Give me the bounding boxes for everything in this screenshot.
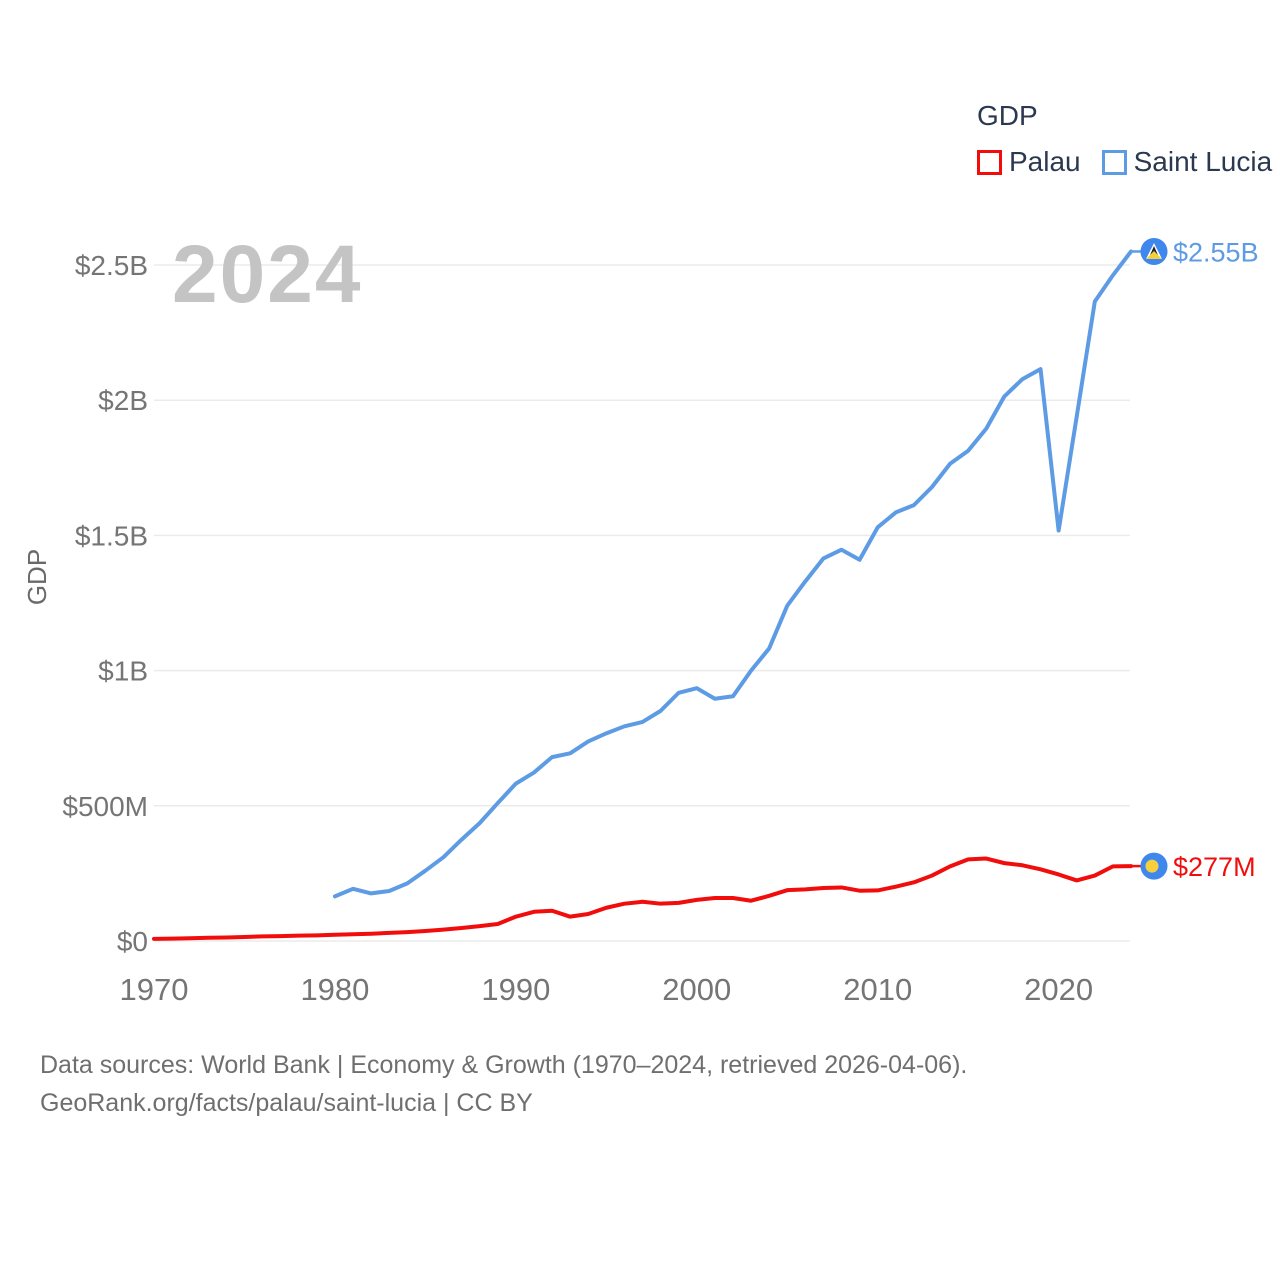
series-end-labels: $277M $2.55B [1173,237,1259,882]
footer-attribution: GeoRank.org/facts/palau/saint-lucia | CC… [40,1089,533,1117]
saint-lucia-flag-triangle-yellow [1146,250,1162,259]
x-tick-label: 1970 [120,972,189,1007]
y-tick-label: $0 [117,926,148,957]
y-tick-label: $1.5B [75,520,148,551]
series-end-markers [1140,237,1168,880]
x-axis-tick-labels: 1970 1980 1990 2000 2010 2020 [120,972,1094,1007]
saint-lucia-flag-marker[interactable] [1140,237,1168,265]
palau-flag-marker[interactable] [1140,852,1168,880]
line-palau[interactable] [152,856,1133,941]
legend-swatch-palau [977,149,1002,175]
palau-flag-moon [1145,859,1159,873]
x-tick-label: 2000 [662,972,731,1007]
y-axis-title: GDP [22,549,52,605]
legend-item-saint-lucia[interactable]: Saint Lucia [1101,146,1273,178]
footer: Data sources: World Bank | Economy & Gro… [40,1046,967,1122]
legend-swatch-saint-lucia [1101,149,1127,175]
y-tick-label: $2B [98,385,148,416]
y-tick-label: $2.5B [75,250,148,281]
y-axis-tick-labels: $0 $500M $1B $1.5B $2B $2.5B [62,250,148,957]
legend-items: Palau Saint Lucia [977,146,1272,178]
end-label-palau: $277M [1173,852,1256,882]
legend-label-saint-lucia: Saint Lucia [1133,146,1273,177]
legend-title: GDP [977,100,1038,131]
legend: GDP Palau Saint Lucia [977,100,1272,178]
x-tick-label: 2020 [1024,972,1093,1007]
legend-label-palau: Palau [1009,146,1081,177]
x-tick-label: 1980 [300,972,369,1007]
legend-item-palau[interactable]: Palau [977,146,1081,178]
series-lines [152,249,1141,941]
x-tick-label: 1990 [481,972,550,1007]
y-tick-label: $1B [98,656,148,687]
x-tick-label: 2010 [843,972,912,1007]
y-tick-label: $500M [62,791,148,822]
end-label-saint-lucia: $2.55B [1173,237,1259,267]
gridlines [154,264,1130,942]
line-saint-lucia[interactable] [332,249,1133,899]
footer-data-sources: Data sources: World Bank | Economy & Gro… [40,1051,968,1079]
year-watermark: 2024 [172,229,362,320]
